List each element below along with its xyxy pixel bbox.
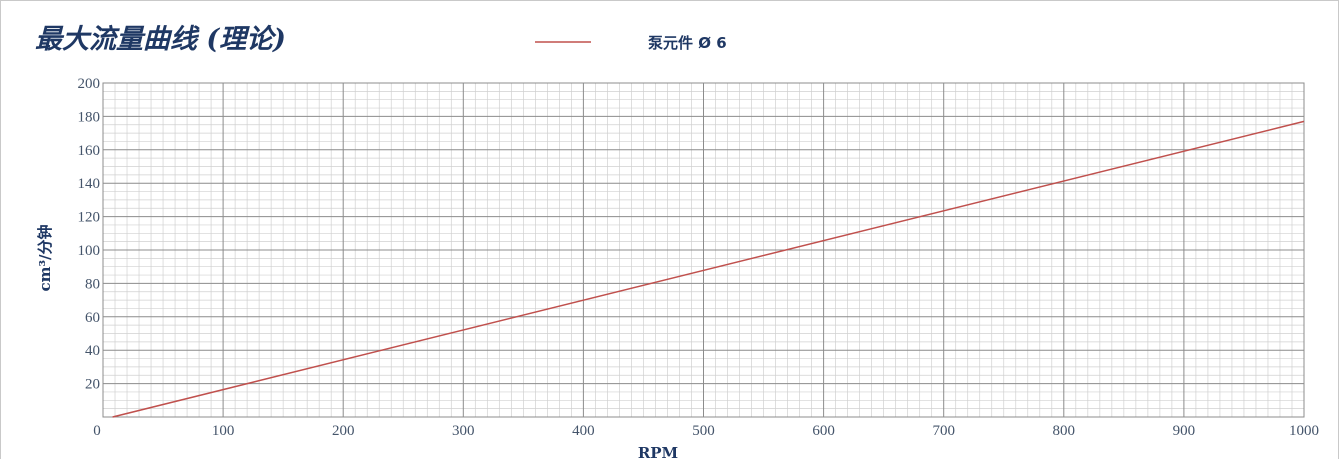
chart-title: 最大流量曲线 (理论): [35, 24, 286, 55]
x-tick-label: 400: [572, 423, 595, 439]
x-tick-label: 500: [692, 423, 715, 439]
y-tick-label: 120: [78, 210, 101, 226]
series-layer: [112, 120, 1305, 418]
x-tick-label: 200: [332, 423, 355, 439]
x-tick-label: 100: [212, 423, 235, 439]
y-tick-label: 80: [85, 276, 100, 292]
x-tick-label: 600: [812, 423, 835, 439]
x-tick-label: 900: [1173, 423, 1196, 439]
y-tick-labels: 20 40 60 80 100 120 140 160 180 200: [78, 76, 101, 393]
y-tick-label: 100: [78, 243, 101, 259]
y-tick-label: 200: [78, 76, 101, 92]
y-tick-label: 180: [78, 109, 101, 125]
series-line: [112, 120, 1305, 418]
plot-area-border: [102, 82, 1305, 418]
legend-entry-label: 泵元件 Ø 6: [648, 34, 727, 52]
x-tick-label: 0: [93, 423, 101, 439]
plot-border: [102, 82, 1305, 418]
y-tick-label: 140: [78, 176, 101, 192]
y-tick-label: 60: [85, 310, 100, 326]
x-tick-label: 800: [1053, 423, 1076, 439]
x-tick-label: 700: [932, 423, 955, 439]
x-tick-label: 1000: [1289, 423, 1319, 439]
y-tick-label: 20: [85, 377, 100, 393]
major-grid: [103, 83, 1304, 417]
x-axis-label: RPM: [638, 444, 678, 459]
legend: 泵元件 Ø 6: [535, 34, 727, 52]
y-tick-label: 160: [78, 143, 101, 159]
y-tick-label: 40: [85, 343, 100, 359]
x-tick-labels: 0 100 200 300 400 500 600 700 800 900 1000: [93, 423, 1319, 439]
y-axis-label: cm³/分钟: [36, 224, 54, 291]
x-tick-label: 300: [452, 423, 475, 439]
